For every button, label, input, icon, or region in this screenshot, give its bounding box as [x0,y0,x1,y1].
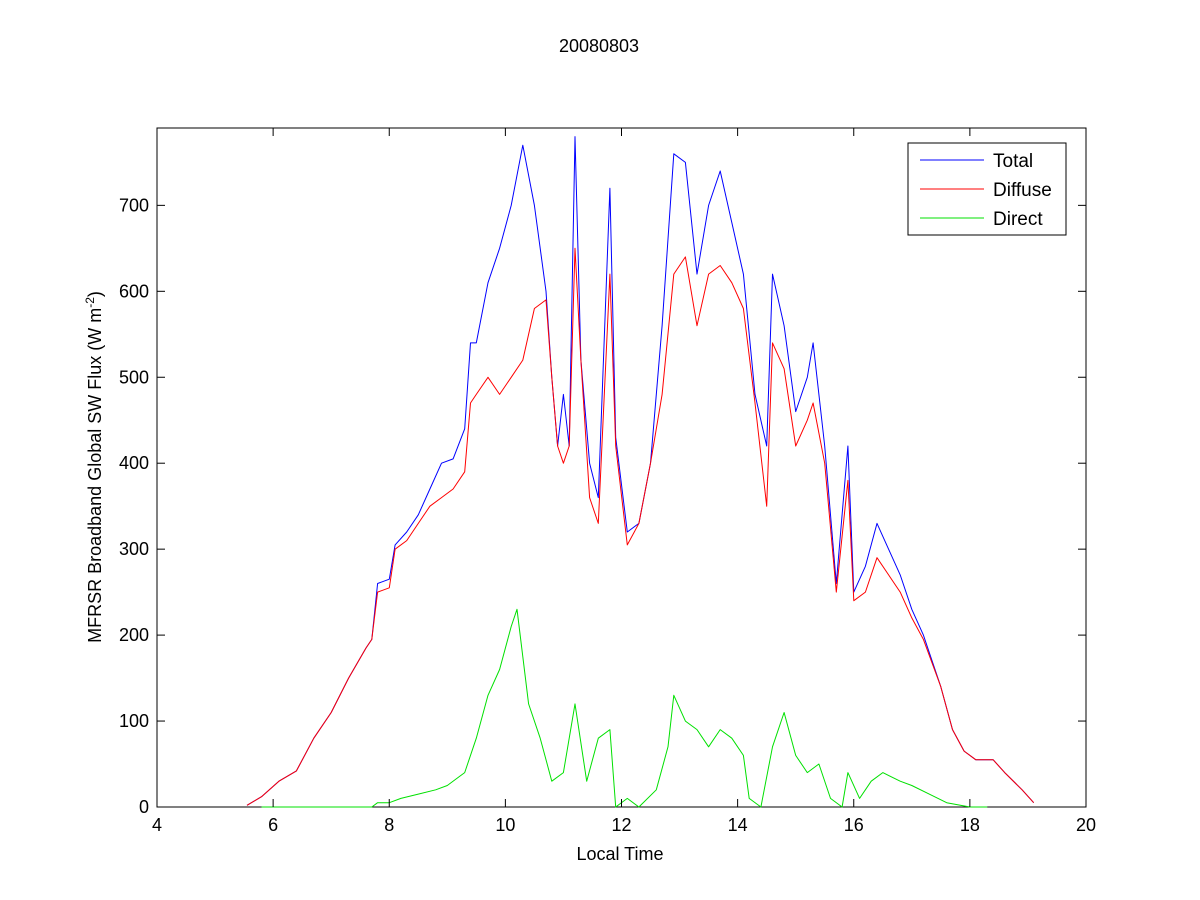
y-tick-label: 500 [119,367,149,387]
series-line-total [246,136,1035,806]
series-line-direct [261,608,988,808]
y-tick-label: 100 [119,711,149,731]
x-tick-label: 6 [268,815,278,835]
y-axis-label-close: ) [85,291,105,297]
x-axis: 4 6 8 10 12 14 16 18 20 [152,128,1096,835]
x-tick-label: 18 [960,815,980,835]
x-tick-label: 8 [384,815,394,835]
series-layer [246,136,1035,808]
y-tick-label: 200 [119,625,149,645]
x-tick-label: 10 [495,815,515,835]
y-axis-label-text: MFRSR Broadband Global SW Flux (W m [85,308,105,643]
y-tick-label: 400 [119,453,149,473]
x-tick-label: 14 [728,815,748,835]
plot-area: 4 6 8 10 12 14 16 18 20 0 100 200 300 400 500 600 700 [119,127,1096,835]
x-tick-label: 16 [844,815,864,835]
legend: Total Diffuse Direct [907,142,1067,236]
y-tick-label: 700 [119,195,149,215]
legend-label-total: Total [993,151,1033,172]
y-axis-label-superscript: -2 [83,297,97,308]
chart-title: 20080803 [559,36,639,56]
series-line-diffuse [246,247,1035,806]
legend-label-diffuse: Diffuse [993,180,1052,201]
y-tick-label: 600 [119,281,149,301]
y-tick-label: 300 [119,539,149,559]
x-tick-label: 20 [1076,815,1096,835]
x-tick-label: 4 [152,815,162,835]
y-tick-label: 0 [139,797,149,817]
legend-label-direct: Direct [993,209,1043,230]
y-axis-label: MFRSR Broadband Global SW Flux (W m-2) [83,291,105,643]
y-axis: 0 100 200 300 400 500 600 700 [119,195,1086,817]
x-tick-label: 12 [611,815,631,835]
x-axis-label: Local Time [576,844,663,864]
